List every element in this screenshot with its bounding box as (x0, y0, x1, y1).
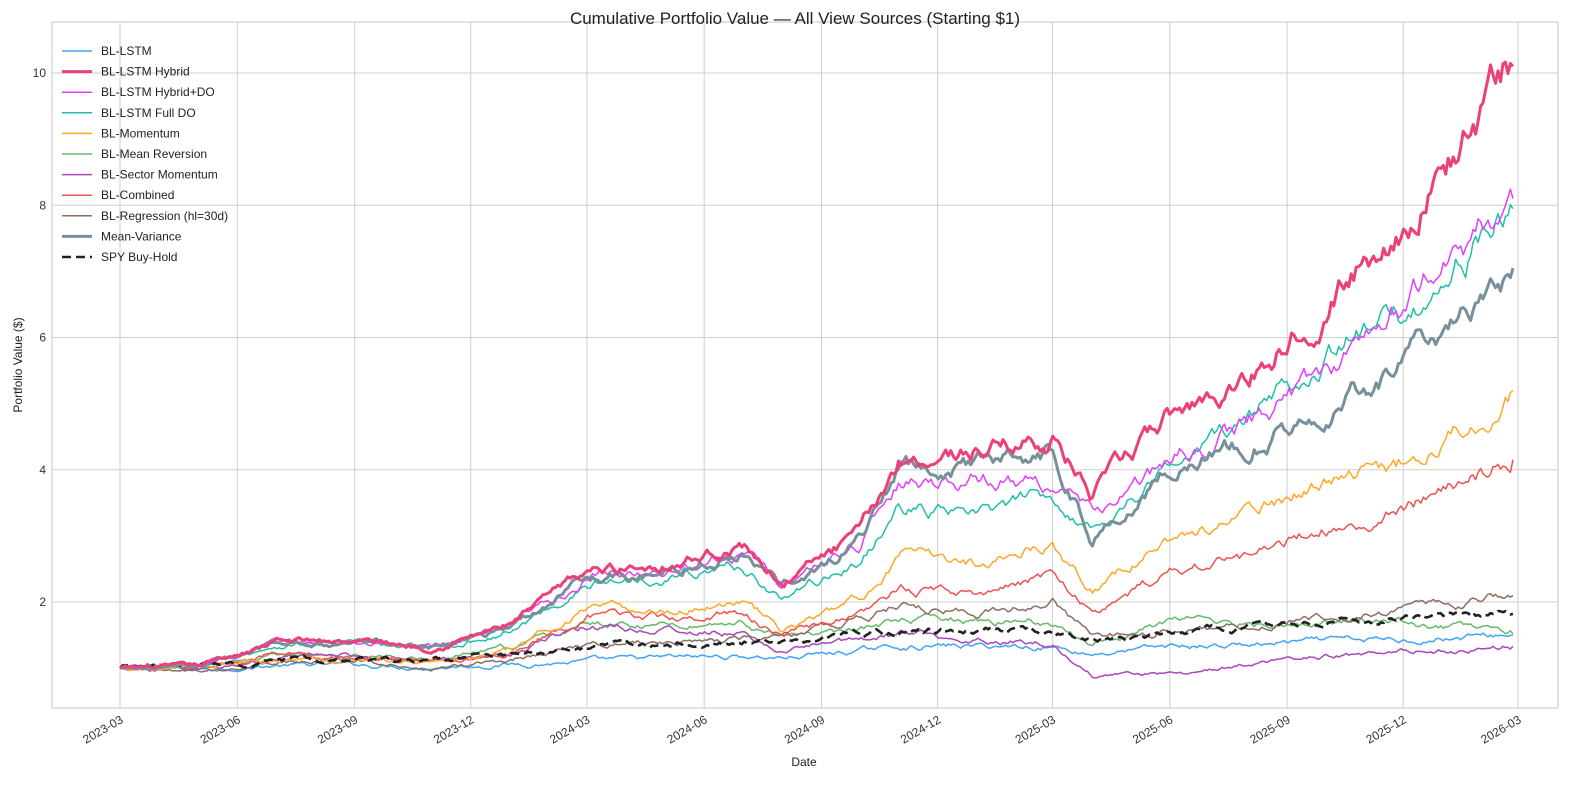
legend-label: BL-LSTM Hybrid+DO (101, 85, 215, 99)
legend-label: BL-Regression (hl=30d) (101, 209, 228, 223)
y-tick-label: 10 (33, 66, 47, 80)
legend-label: BL-Combined (101, 188, 174, 202)
x-axis-label: Date (791, 755, 817, 769)
legend-entry: Mean-Variance (62, 229, 182, 243)
legend-label: SPY Buy-Hold (101, 250, 177, 264)
series-line-bl-lstm (119, 632, 1513, 673)
plot-frame (51, 21, 1559, 709)
chart-title: Cumulative Portfolio Value — All View So… (570, 9, 1020, 28)
grid-lines (52, 22, 1558, 708)
legend-entry: BL-LSTM Full DO (62, 106, 196, 120)
legend-entry: BL-LSTM Hybrid (62, 65, 190, 79)
legend: BL-LSTM BL-LSTM Hybrid BL-LSTM Hybrid+DO BL… (62, 44, 228, 264)
legend-entry: BL-Sector Momentum (62, 168, 218, 182)
legend-label: BL-Momentum (101, 126, 180, 140)
legend-label: BL-Sector Momentum (101, 168, 218, 182)
series-line-spy-buy-hold (119, 609, 1514, 670)
series-line-bl-momentum (119, 389, 1514, 672)
series-line-bl-combined (119, 459, 1514, 671)
legend-entry: BL-LSTM Hybrid+DO (62, 85, 215, 99)
legend-entry: BL-Regression (hl=30d) (62, 209, 228, 223)
series-lines (119, 60, 1515, 679)
y-tick-label: 4 (39, 463, 46, 477)
legend-entry: BL-Combined (62, 188, 174, 202)
legend-label: Mean-Variance (101, 229, 182, 243)
legend-entry: SPY Buy-Hold (62, 250, 177, 264)
legend-label: BL-LSTM Full DO (101, 106, 196, 120)
y-tick-label: 2 (39, 595, 46, 609)
series-line-bl-sector-momentum (119, 623, 1514, 679)
legend-label: BL-LSTM (101, 44, 152, 58)
series-line-bl-mean-reversion (119, 612, 1514, 671)
legend-entry: BL-Mean Reversion (62, 147, 207, 161)
y-axis-ticks: 2 4 6 8 10 (33, 66, 47, 609)
legend-entry: BL-LSTM (62, 44, 152, 58)
legend-entry: BL-Momentum (62, 126, 180, 140)
series-line-bl-lstm-hybrid (119, 60, 1515, 670)
series-line-bl-lstm-full-do (119, 203, 1514, 669)
y-tick-label: 8 (39, 198, 46, 212)
y-tick-label: 6 (39, 331, 46, 345)
y-axis-label: Portfolio Value ($) (11, 317, 25, 412)
legend-label: BL-Mean Reversion (101, 147, 207, 161)
legend-label: BL-LSTM Hybrid (101, 65, 190, 79)
